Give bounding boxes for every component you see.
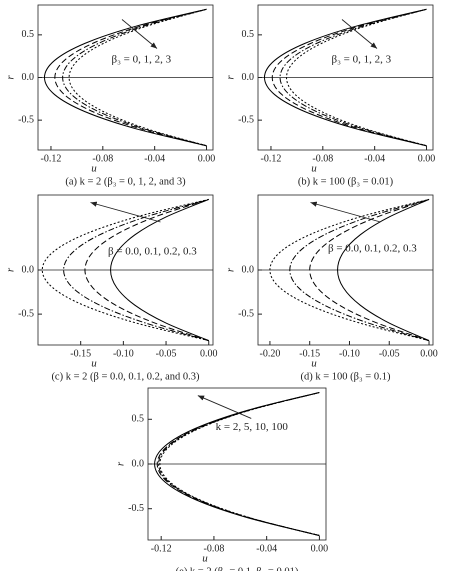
x-axis-label: u <box>311 163 317 175</box>
y-tick-label: 0.0 <box>242 72 255 83</box>
profile-curve <box>68 8 207 147</box>
y-tick-label: -0.5 <box>18 308 34 319</box>
panel: -0.12 -0.08 -0.04 0.00 -0.5 0.0 0.5 u r β₃ = 0, 1… <box>225 4 436 187</box>
x-tick-label: -0.05 <box>156 348 177 359</box>
x-tick-label: -0.12 <box>261 153 282 164</box>
x-tick-label: -0.04 <box>364 153 385 164</box>
x-tick-label: -0.04 <box>256 543 277 554</box>
y-tick-label: 0.0 <box>22 72 35 83</box>
x-axis-label: u <box>91 163 97 175</box>
y-axis-label: r <box>5 75 17 80</box>
annotation: k = 2, 5, 10, 100 <box>216 421 289 433</box>
y-tick-label: -0.5 <box>128 503 144 514</box>
x-tick-label: -0.04 <box>144 153 165 164</box>
caption: (c) k = 2 (β = 0.0, 0.1, 0.2, and 0.3) <box>51 371 200 382</box>
y-tick-label: -0.5 <box>18 114 34 125</box>
y-tick-label: -0.5 <box>238 114 254 125</box>
y-tick-label: 0.0 <box>22 264 35 275</box>
profile-curve <box>54 8 207 147</box>
profile-curve <box>263 8 427 147</box>
profile-curve <box>63 198 209 342</box>
caption: (b) k = 100 (β₃ = 0.01) <box>298 176 394 187</box>
y-tick-label: 0.0 <box>242 264 255 275</box>
profile-curve <box>269 198 430 342</box>
x-tick-label: 0.00 <box>420 348 438 359</box>
panel: -0.15 -0.10 -0.05 0.00 -0.5 0.0 u r β = 0.0, 0.1… <box>5 194 218 382</box>
y-axis-label: r <box>115 461 127 466</box>
x-tick-label: 0.00 <box>198 153 216 164</box>
x-axis-label: u <box>311 358 317 370</box>
arrow <box>341 19 378 49</box>
annotation: β = 0.0, 0.1, 0.2, 0.3 <box>108 246 197 258</box>
caption: (d) k = 100 (β₃ = 0.1) <box>301 371 391 382</box>
x-tick-label: -0.15 <box>70 348 91 359</box>
profile-curve <box>84 198 209 342</box>
x-tick-label: -0.10 <box>339 348 360 359</box>
caption: (e) k = 2 (β₃ = 0.1, β₃ = 0.01) <box>176 566 299 571</box>
annotation: β₃ = 0, 1, 2, 3 <box>112 54 172 66</box>
x-tick-label: -0.15 <box>299 348 320 359</box>
panel: -0.12 -0.08 -0.04 0.00 -0.5 0.0 0.5 u r k = 2, 5,… <box>115 387 329 571</box>
x-tick-label: -0.08 <box>92 153 113 164</box>
x-tick-label: -0.20 <box>260 348 281 359</box>
x-tick-label: -0.05 <box>379 348 400 359</box>
y-tick-label: 0.5 <box>132 414 145 425</box>
x-tick-label: -0.08 <box>204 543 225 554</box>
x-tick-label: -0.08 <box>312 153 333 164</box>
annotation: β = 0.0, 0.1, 0.2, 0.3 <box>328 243 417 255</box>
profile-curve <box>110 198 209 342</box>
x-tick-label: 0.00 <box>418 153 436 164</box>
annotation: β₃ = 0, 1, 2, 3 <box>332 54 392 66</box>
y-axis-label: r <box>225 267 237 272</box>
x-tick-label: -0.10 <box>113 348 134 359</box>
caption: (a) k = 2 (β₃ = 0, 1, 2, and 3) <box>65 176 186 187</box>
y-axis-label: r <box>225 75 237 80</box>
profile-curve <box>62 8 207 147</box>
y-tick-label: 0.0 <box>132 458 145 469</box>
arrow <box>90 201 161 223</box>
profile-curve <box>279 8 427 147</box>
profile-curve <box>271 8 427 147</box>
x-axis-label: u <box>202 553 208 565</box>
y-tick-label: 0.5 <box>22 29 35 40</box>
x-axis-label: u <box>91 358 97 370</box>
x-tick-label: 0.00 <box>200 348 218 359</box>
y-tick-label: -0.5 <box>238 308 254 319</box>
arrow <box>310 201 381 223</box>
profile-curve <box>309 198 430 342</box>
y-axis-label: r <box>5 267 17 272</box>
x-tick-label: 0.00 <box>311 543 329 554</box>
y-tick-label: 0.5 <box>242 29 255 40</box>
x-tick-label: -0.12 <box>41 153 62 164</box>
profile-curve <box>337 198 430 342</box>
profile-curve <box>43 8 207 147</box>
panel: -0.20 -0.15 -0.10 -0.05 0.00 -0.5 0.0 u r β = 0.0… <box>225 194 438 382</box>
arrow <box>197 395 252 419</box>
x-tick-label: -0.12 <box>151 543 172 554</box>
profile-curve <box>159 391 320 537</box>
panel: -0.12 -0.08 -0.04 0.00 -0.5 0.0 0.5 u r β₃ = 0, 1… <box>5 4 216 187</box>
profile-curve <box>286 8 427 147</box>
arrow <box>121 19 158 49</box>
profile-curve <box>289 198 430 342</box>
